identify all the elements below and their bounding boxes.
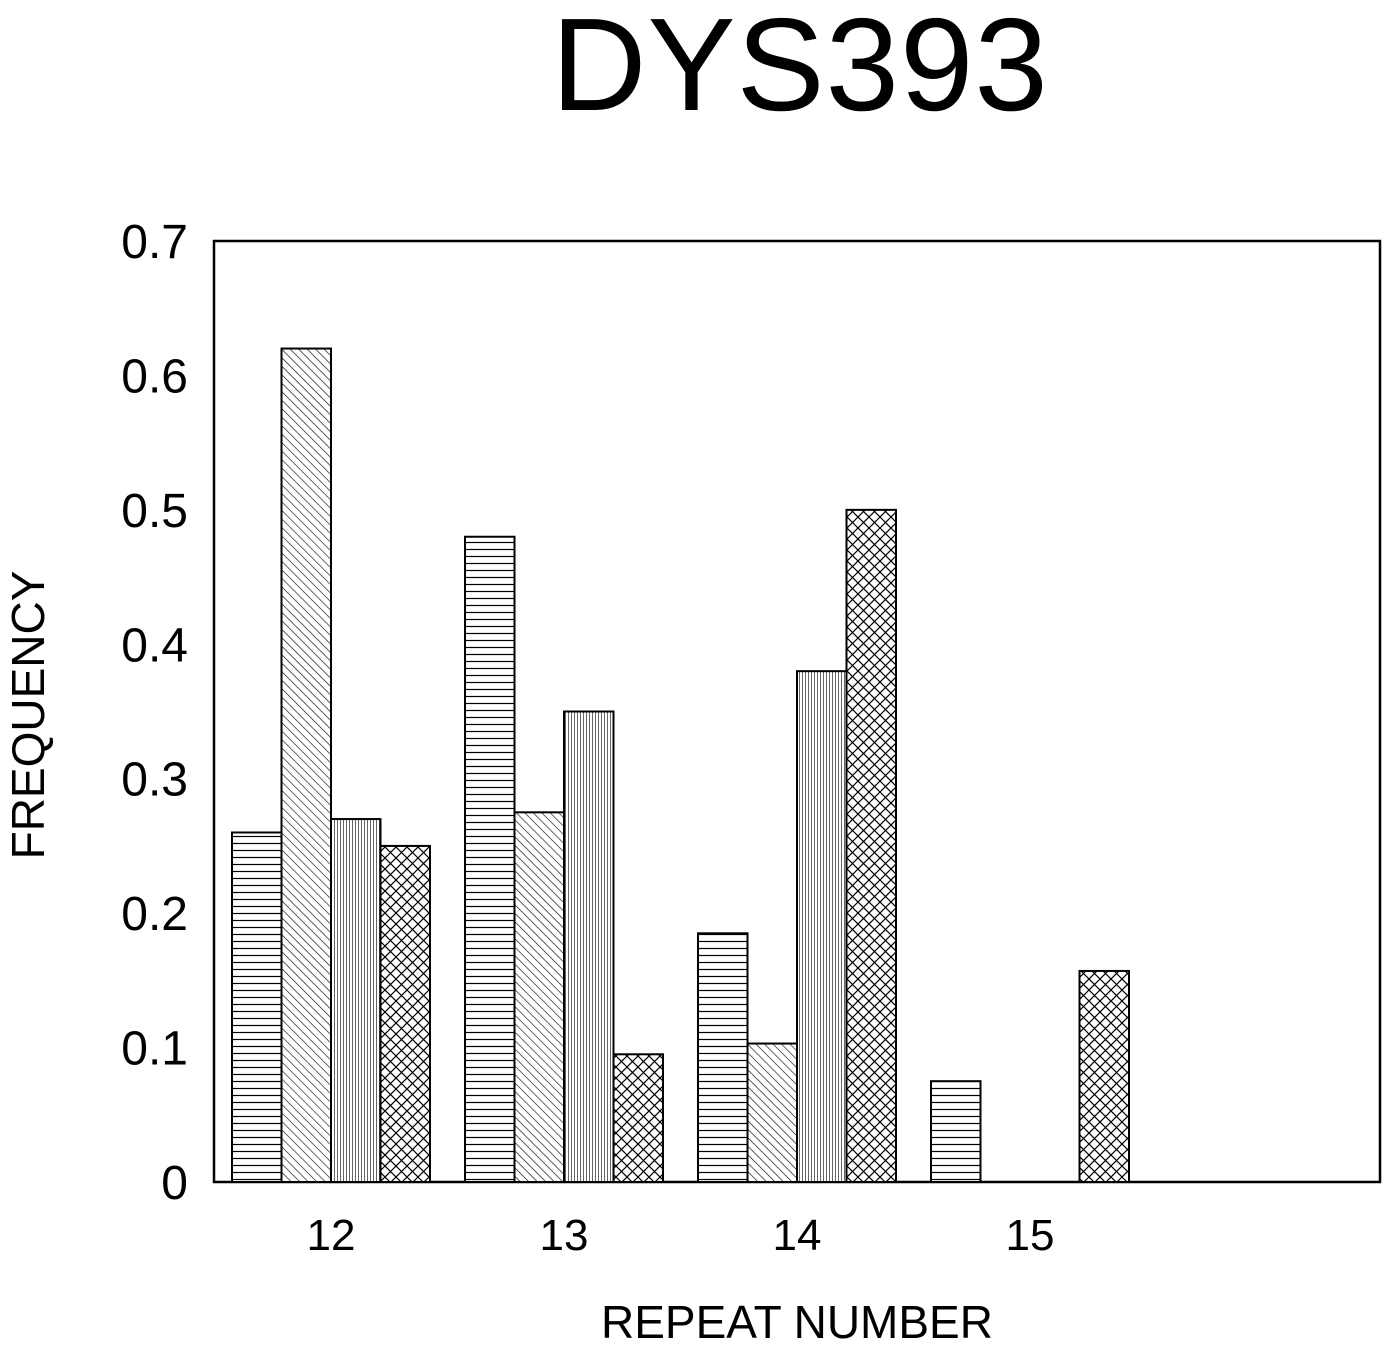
bar-14-crosshatch <box>845 508 897 1184</box>
y-tick-label: 0.3 <box>121 754 188 807</box>
bar-14-horizontal-lines <box>697 932 749 1183</box>
bar-12-vertical-lines <box>330 818 382 1183</box>
chart-title: DYS393 <box>551 0 1049 138</box>
y-axis-ticks: 0 0.1 0.2 0.3 0.4 0.5 0.6 0.7 <box>121 216 188 1210</box>
bar-12-horizontal-lines <box>231 831 283 1183</box>
y-tick-label: 0.7 <box>121 216 188 269</box>
x-axis-label: REPEAT NUMBER <box>601 1296 993 1345</box>
bars <box>231 347 1130 1184</box>
x-tick-label: 15 <box>1006 1211 1055 1260</box>
bar-13-crosshatch <box>612 1053 664 1183</box>
y-tick-label: 0.5 <box>121 485 188 538</box>
bar-13-diagonal-lines <box>513 811 565 1183</box>
bar-13-horizontal-lines <box>464 535 516 1183</box>
bar-13-vertical-lines <box>563 710 615 1183</box>
bar-15-horizontal-lines <box>930 1080 982 1184</box>
x-tick-label: 14 <box>773 1211 822 1260</box>
x-tick-label: 12 <box>307 1211 356 1260</box>
y-tick-label: 0 <box>161 1157 188 1210</box>
bar-12-diagonal-lines <box>280 347 332 1183</box>
y-axis-label: FREQUENCY <box>2 571 54 860</box>
bar-14-diagonal-lines <box>746 1042 798 1183</box>
y-tick-label: 0.6 <box>121 350 188 403</box>
x-axis-ticks: 12 13 14 15 <box>307 1211 1055 1260</box>
x-tick-label: 13 <box>540 1211 589 1260</box>
bar-12-crosshatch <box>379 844 431 1184</box>
bar-15-crosshatch <box>1078 969 1130 1183</box>
y-tick-label: 0.4 <box>121 619 188 672</box>
y-tick-label: 0.2 <box>121 888 188 941</box>
bar-14-vertical-lines <box>796 670 848 1184</box>
y-tick-label: 0.1 <box>121 1023 188 1076</box>
